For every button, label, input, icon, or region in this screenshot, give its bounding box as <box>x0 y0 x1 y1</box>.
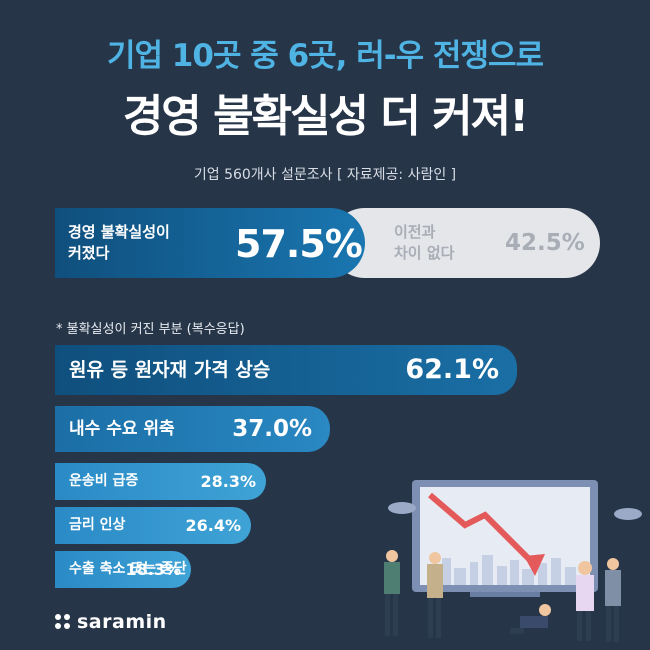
bar-value: 28.3% <box>200 472 256 491</box>
clouds <box>388 502 642 520</box>
pill-no-change-label-line2: 차이 없다 <box>394 244 455 262</box>
bar-label: 금리 인상 <box>69 517 126 533</box>
pill-increased-value: 57.5% <box>235 222 363 266</box>
bar-5: 수출 축소 또는 중단 18.3% <box>55 551 191 588</box>
bar-label: 수출 축소 또는 중단 <box>69 561 187 577</box>
pill-increased <box>55 208 365 278</box>
monitor-stand <box>470 592 540 597</box>
person-standing-3 <box>576 561 594 641</box>
pill-no-change-label: 이전과 차이 없다 <box>394 222 484 264</box>
page-title: 경영 불확실성 더 커져! <box>122 91 529 142</box>
headline: 기업 10곳 중 6곳, 러-우 전쟁으로 <box>106 38 544 74</box>
bar-chart-note: * 불확실성이 커진 부분 (복수응답) <box>56 322 245 337</box>
bar-label: 운송비 급증 <box>69 473 139 489</box>
pill-no-change-label-line1: 이전과 <box>394 223 436 241</box>
saramin-logo-icon <box>55 614 71 630</box>
pill-increased-label-line2: 커졌다 <box>68 244 110 262</box>
bar-4: 금리 인상 26.4% <box>55 507 251 544</box>
down-arrow-icon <box>428 492 538 568</box>
bar-label: 원유 등 원자재 가격 상승 <box>69 359 271 381</box>
pill-increased-label: 경영 불확실성이 커졌다 <box>68 222 218 264</box>
saramin-logo: saramin <box>55 611 167 633</box>
bar-3: 운송비 급증 28.3% <box>55 463 266 500</box>
saramin-logo-text: saramin <box>77 611 167 633</box>
bar-value: 18.3% <box>125 560 181 579</box>
pill-no-change <box>330 208 600 278</box>
bar-value: 37.0% <box>232 416 312 442</box>
person-standing-4 <box>605 558 621 642</box>
crisis-illustration <box>384 480 642 642</box>
person-standing-2 <box>427 552 443 638</box>
bar-label: 내수 수요 위축 <box>69 419 175 439</box>
pill-no-change-value: 42.5% <box>505 230 585 256</box>
person-kneeling <box>510 604 551 634</box>
person-standing-1 <box>384 550 400 636</box>
subtitle: 기업 560개사 설문조사 [ 자료제공: 사람인 ] <box>193 167 457 183</box>
bar-1: 원유 등 원자재 가격 상승 62.1% <box>55 345 517 395</box>
bar-2: 내수 수요 위축 37.0% <box>55 406 330 452</box>
bar-value: 62.1% <box>405 354 499 385</box>
arrow-head <box>524 554 545 576</box>
bar-value: 26.4% <box>185 516 241 535</box>
pill-increased-label-line1: 경영 불확실성이 <box>68 223 170 241</box>
